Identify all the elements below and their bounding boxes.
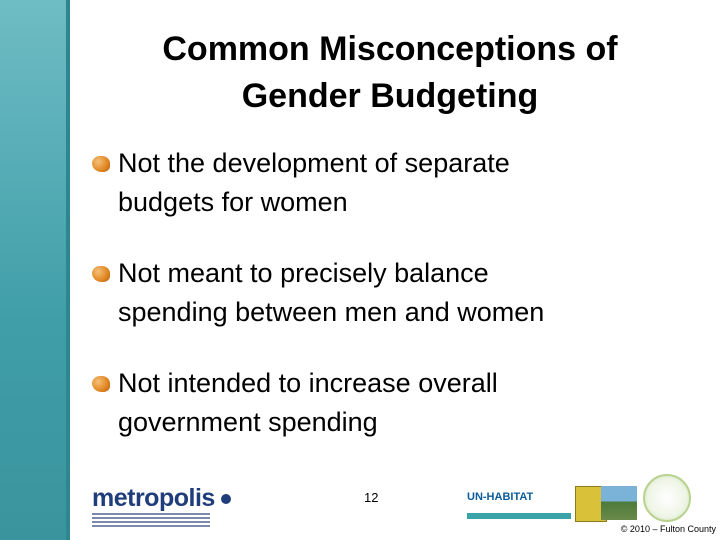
title-line-1: Common Misconceptions of [162, 30, 618, 68]
bullet-line: Not meant to precisely balance [118, 258, 489, 288]
title-line-2: Gender Budgeting [241, 77, 539, 115]
bullet-item: Not the development of separate budgets … [92, 144, 692, 222]
metropolis-subtitle-lines [92, 513, 242, 527]
fulton-county-seal-logo [643, 474, 691, 522]
metropolis-dot-icon [220, 494, 231, 505]
copyright-text: © 2010 – Fulton County [620, 524, 716, 534]
unhabitat-bar [467, 513, 571, 519]
city-photo-logo [601, 486, 637, 520]
orange-bullet-icon [92, 266, 110, 282]
bullet-item: Not intended to increase overall governm… [92, 364, 692, 442]
bullet-line: Not intended to increase overall [118, 368, 498, 398]
bullet-line: government spending [118, 407, 378, 437]
bullet-line: budgets for women [118, 187, 348, 217]
orange-bullet-icon [92, 376, 110, 392]
left-decorative-band [0, 0, 70, 540]
band-stripe [66, 0, 70, 540]
metropolis-logo: metropolis [92, 484, 242, 527]
unhabitat-logo: UN-HABITAT [467, 491, 571, 525]
unhabitat-name: UN-HABITAT [467, 491, 534, 503]
orange-bullet-icon [92, 156, 110, 172]
bullet-list: Not the development of separate budgets … [92, 144, 692, 474]
bullet-item: Not meant to precisely balance spending … [92, 254, 692, 332]
bullet-line: spending between men and women [118, 297, 545, 327]
slide-title: Common Misconceptions of Gender Budgetin… [90, 26, 690, 120]
bullet-line: Not the development of separate [118, 148, 510, 178]
metropolis-name: metropolis [92, 484, 215, 512]
page-number: 12 [364, 490, 379, 505]
